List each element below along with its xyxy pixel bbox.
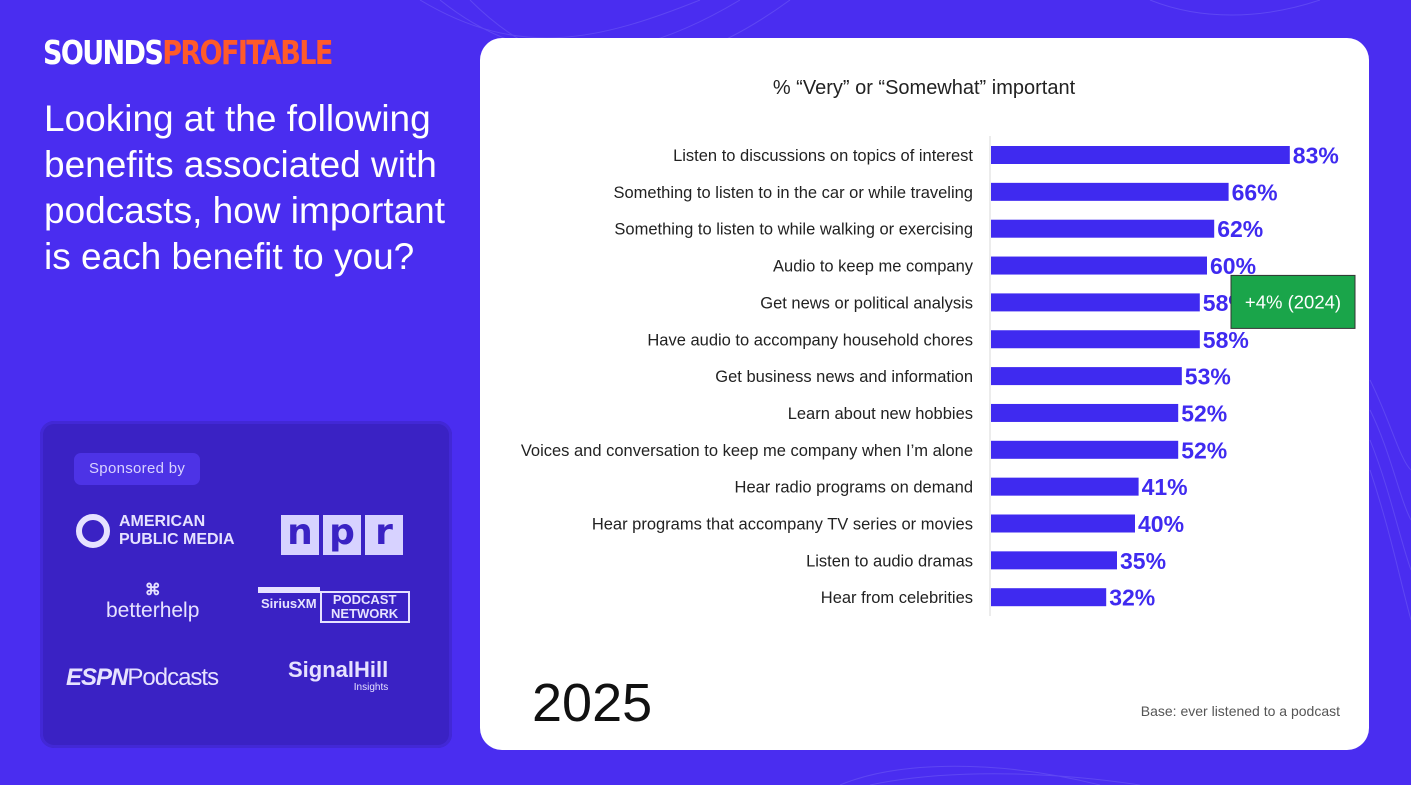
category-label: Have audio to accompany household chores xyxy=(647,331,973,349)
bar-chart: % “Very” or “Somewhat” important Listen t… xyxy=(521,77,1356,616)
betterhelp-mark-icon: ⌘ xyxy=(144,582,161,599)
category-label: Something to listen to while walking or … xyxy=(614,221,973,239)
npr-logo: n p r xyxy=(281,515,403,555)
category-label: Learn about new hobbies xyxy=(788,405,973,423)
category-label: Get business news and information xyxy=(715,368,973,386)
sponsor-panel: Sponsored by AMERICAN PUBLIC MEDIA n p r… xyxy=(40,421,452,748)
category-label: Something to listen to in the car or whi… xyxy=(613,184,973,202)
apm-circle-icon xyxy=(76,514,110,548)
bar xyxy=(991,330,1200,349)
data-label: 53% xyxy=(1185,364,1231,390)
bar xyxy=(991,182,1229,201)
american-public-media-logo: AMERICAN PUBLIC MEDIA xyxy=(76,513,235,549)
bar xyxy=(991,551,1117,570)
data-label: 52% xyxy=(1181,400,1227,426)
bar xyxy=(991,588,1107,607)
signal-hill-insights-logo: SignalHill Insights xyxy=(288,657,389,693)
category-label: Hear from celebrities xyxy=(821,589,973,607)
sounds-profitable-logo: SOUNDSPROFITABLE xyxy=(43,33,333,72)
data-label: 32% xyxy=(1109,585,1155,611)
data-label: 35% xyxy=(1120,548,1166,574)
data-label: 62% xyxy=(1217,216,1263,242)
bar xyxy=(991,293,1200,312)
data-label: 52% xyxy=(1181,437,1227,463)
espn-podcasts-logo: ESPNPodcasts xyxy=(66,664,219,691)
betterhelp-logo: ⌘ betterhelp xyxy=(106,582,200,623)
category-label: Hear radio programs on demand xyxy=(735,479,973,497)
category-label: Hear programs that accompany TV series o… xyxy=(592,516,973,534)
survey-question: Looking at the following benefits associ… xyxy=(44,98,446,277)
base-note: Base: ever listened to a podcast xyxy=(1140,703,1340,719)
data-label: 58% xyxy=(1203,327,1249,353)
category-label: Audio to keep me company xyxy=(773,258,974,276)
annotation-label: +4% (2024) xyxy=(1245,291,1341,312)
bar xyxy=(991,367,1182,386)
data-label: 41% xyxy=(1142,474,1188,500)
category-label: Voices and conversation to keep me compa… xyxy=(521,442,973,460)
siriusxm-podcast-network-logo: SiriusXM PODCAST NETWORK xyxy=(258,587,410,623)
category-label: Listen to audio dramas xyxy=(806,552,973,570)
bar xyxy=(991,514,1135,533)
data-label: 40% xyxy=(1138,511,1184,537)
bar xyxy=(991,403,1179,422)
sponsored-by-label: Sponsored by xyxy=(74,453,201,485)
bar xyxy=(991,440,1179,459)
data-label: 66% xyxy=(1232,179,1278,205)
survey-year: 2025 xyxy=(532,673,653,733)
chart-title: % “Very” or “Somewhat” important xyxy=(773,77,1076,99)
bar xyxy=(991,256,1207,275)
chart-card: % “Very” or “Somewhat” important Listen t… xyxy=(480,38,1369,750)
bar xyxy=(991,477,1139,496)
annotation-box xyxy=(1230,274,1356,329)
category-label: Get news or political analysis xyxy=(760,294,973,312)
bar xyxy=(991,146,1290,164)
category-label: Listen to discussions on topics of inter… xyxy=(673,147,973,165)
bar xyxy=(991,219,1215,238)
data-label: 83% xyxy=(1293,143,1339,169)
data-label: 60% xyxy=(1210,253,1256,279)
